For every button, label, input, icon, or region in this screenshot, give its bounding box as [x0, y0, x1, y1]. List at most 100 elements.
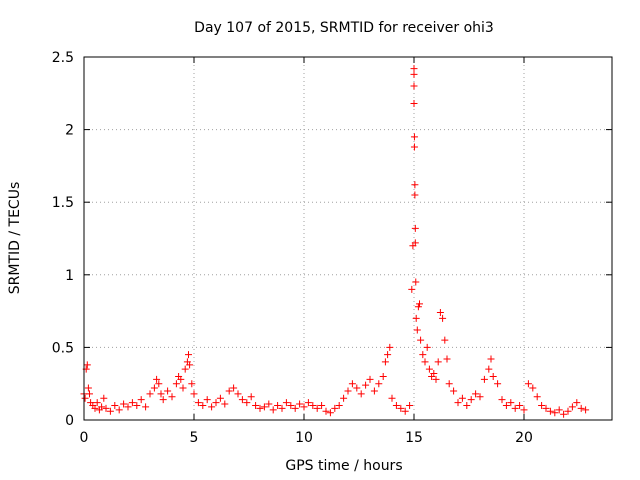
data-point	[441, 336, 449, 344]
data-point	[216, 394, 224, 402]
data-point	[533, 393, 541, 401]
data-point	[265, 400, 273, 408]
data-point	[542, 404, 550, 412]
data-point	[111, 401, 119, 409]
data-point	[411, 239, 419, 247]
x-tick-label: 10	[295, 430, 313, 446]
data-point	[190, 390, 198, 398]
data-point	[274, 401, 282, 409]
data-point	[335, 401, 343, 409]
data-point	[362, 381, 370, 389]
data-point	[411, 181, 419, 189]
data-point	[331, 404, 339, 412]
data-point	[179, 384, 187, 392]
data-point	[164, 387, 172, 395]
data-point	[252, 401, 260, 409]
data-point	[344, 387, 352, 395]
data-point	[300, 403, 308, 411]
data-point	[309, 401, 317, 409]
data-point	[128, 399, 136, 407]
data-point	[159, 396, 167, 404]
data-point	[524, 380, 532, 388]
data-point	[410, 82, 418, 90]
data-point	[100, 394, 108, 402]
data-point	[203, 396, 211, 404]
data-point	[188, 380, 196, 388]
data-point	[489, 372, 497, 380]
data-point	[102, 404, 110, 412]
data-point	[416, 300, 423, 308]
data-point	[538, 401, 546, 409]
x-tick-label: 15	[405, 430, 423, 446]
data-point	[392, 401, 400, 409]
data-point	[560, 410, 568, 418]
data-point	[379, 372, 387, 380]
data-point	[476, 393, 484, 401]
data-point	[551, 409, 559, 417]
data-point	[81, 394, 89, 402]
data-point	[386, 343, 394, 351]
data-point	[445, 380, 453, 388]
x-axis-label: GPS time / hours	[285, 458, 402, 474]
data-point	[555, 406, 563, 414]
data-point	[529, 384, 537, 392]
x-tick-label: 20	[515, 430, 533, 446]
data-point	[91, 404, 99, 412]
grid	[84, 57, 612, 420]
data-point	[436, 309, 444, 317]
data-point	[419, 351, 427, 359]
data-point	[208, 403, 216, 411]
data-point	[186, 361, 194, 369]
data-point	[172, 380, 180, 388]
data-point	[83, 361, 91, 369]
data-point	[425, 365, 433, 373]
data-point	[434, 358, 442, 366]
data-point	[93, 399, 101, 407]
data-point	[278, 404, 286, 412]
data-point	[401, 407, 409, 415]
data-point	[86, 390, 93, 398]
data-point	[546, 407, 554, 415]
data-point	[366, 375, 374, 383]
data-point	[410, 70, 418, 78]
data-point	[443, 355, 451, 363]
data-point	[439, 314, 447, 322]
data-point	[375, 380, 383, 388]
data-point	[408, 285, 416, 293]
data-point	[137, 396, 145, 404]
data-point	[221, 400, 229, 408]
data-point	[181, 365, 189, 373]
data-point	[463, 401, 471, 409]
y-tick-label: 0	[65, 413, 74, 429]
data-point	[155, 380, 163, 388]
data-point	[568, 403, 576, 411]
data-point	[494, 380, 502, 388]
data-point	[357, 390, 365, 398]
data-point	[507, 399, 515, 407]
data-point	[564, 407, 572, 415]
data-point	[234, 390, 242, 398]
data-point	[467, 396, 475, 404]
y-tick-label: 0.5	[52, 340, 74, 356]
data-point	[247, 393, 255, 401]
data-point	[142, 403, 150, 411]
data-point	[282, 399, 290, 407]
data-point	[157, 390, 165, 398]
data-point	[199, 401, 207, 409]
data-point	[230, 384, 238, 392]
data-point	[472, 390, 480, 398]
data-point	[516, 401, 524, 409]
data-point	[411, 224, 419, 232]
data-point	[397, 404, 405, 412]
data-point	[421, 358, 429, 366]
data-point	[168, 393, 176, 401]
data-point	[502, 401, 510, 409]
data-point	[487, 355, 495, 363]
data-point	[326, 409, 334, 417]
data-point	[388, 394, 396, 402]
data-point	[313, 404, 321, 412]
data-point	[413, 326, 421, 334]
data-point	[370, 387, 378, 395]
data-point	[340, 394, 348, 402]
